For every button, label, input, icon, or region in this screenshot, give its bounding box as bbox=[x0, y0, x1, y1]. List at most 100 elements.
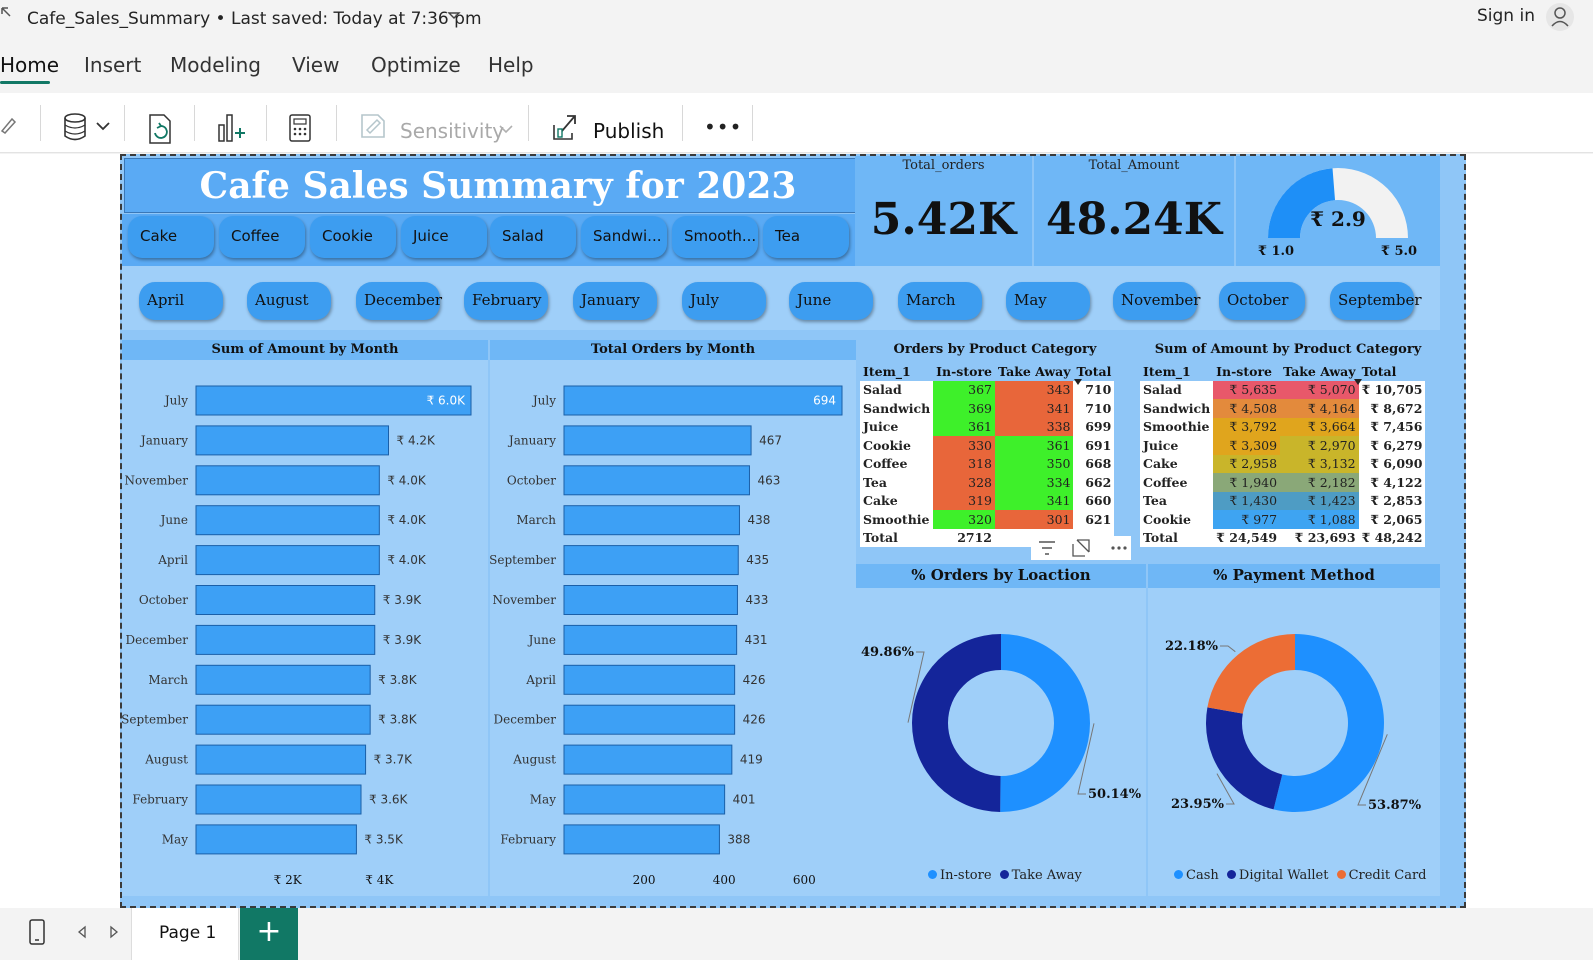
bar[interactable] bbox=[195, 465, 380, 496]
gauge-card[interactable]: ₹ 2.9 ₹ 1.0 ₹ 5.0 bbox=[1236, 156, 1440, 266]
column-header[interactable]: Item_1 bbox=[863, 363, 911, 379]
document-title[interactable]: Cafe_Sales_Summary • Last saved: Today a… bbox=[27, 9, 482, 29]
bar[interactable] bbox=[563, 425, 752, 456]
bar[interactable] bbox=[195, 784, 362, 815]
filter-icon[interactable] bbox=[1039, 541, 1055, 555]
back-arrow-icon[interactable] bbox=[0, 4, 14, 24]
slicer-product-smoothie[interactable]: Smooth... bbox=[672, 216, 758, 258]
bar[interactable] bbox=[563, 465, 750, 496]
new-visual-icon[interactable] bbox=[216, 111, 246, 145]
column-header[interactable]: In-store bbox=[1216, 363, 1272, 379]
bar[interactable] bbox=[195, 704, 371, 735]
bar[interactable] bbox=[195, 664, 371, 695]
sign-in-link[interactable]: Sign in bbox=[1477, 6, 1535, 26]
donut-slice[interactable] bbox=[1206, 707, 1283, 810]
more-icon[interactable] bbox=[1111, 546, 1115, 550]
prev-page-icon[interactable] bbox=[76, 925, 88, 939]
table-row[interactable]: Cake 319 341 660 bbox=[860, 491, 1115, 510]
payment-method-chart[interactable]: % Payment Method 53.87% 23.95% 22.18% Cash… bbox=[1148, 564, 1440, 896]
bar[interactable] bbox=[563, 744, 733, 775]
slicer-month-january[interactable]: January bbox=[573, 282, 657, 320]
bar[interactable] bbox=[563, 505, 740, 536]
slicer-month-august[interactable]: August bbox=[247, 282, 331, 320]
orders-by-month-chart[interactable]: Total Orders by Month July 694 January 467 O… bbox=[490, 340, 856, 896]
slicer-month-february[interactable]: February bbox=[464, 282, 548, 320]
bar[interactable] bbox=[195, 744, 367, 775]
slicer-month-april[interactable]: April bbox=[139, 282, 223, 320]
tab-optimize[interactable]: Optimize bbox=[371, 53, 461, 77]
orders-by-category-table[interactable]: Orders by Product Category Item_1 In-stor… bbox=[856, 340, 1134, 562]
table-row[interactable]: Tea 328 334 662 bbox=[860, 473, 1115, 492]
slicer-product-cake[interactable]: Cake bbox=[128, 216, 214, 258]
next-page-icon[interactable] bbox=[108, 925, 120, 939]
bar[interactable] bbox=[195, 425, 389, 456]
slicer-month-december[interactable]: December bbox=[356, 282, 442, 320]
column-header[interactable]: Take Away bbox=[997, 363, 1071, 379]
slicer-product-tea[interactable]: Tea bbox=[763, 216, 849, 258]
column-header[interactable]: Total bbox=[1361, 363, 1397, 379]
table-row[interactable]: Smoothie 320 301 621 bbox=[860, 510, 1115, 529]
table-row[interactable]: Cookie 330 361 691 bbox=[860, 436, 1115, 455]
table-row[interactable]: Coffee ₹ 1,940 ₹ 2,182 ₹ 4,122 bbox=[1140, 473, 1426, 492]
donut-slice[interactable] bbox=[1000, 634, 1091, 812]
column-header[interactable]: Total bbox=[1076, 363, 1112, 379]
tab-insert[interactable]: Insert bbox=[84, 53, 142, 77]
table-row[interactable]: Cake ₹ 2,958 ₹ 3,132 ₹ 6,090 bbox=[1140, 454, 1426, 473]
bar[interactable] bbox=[563, 704, 736, 735]
get-data-icon[interactable] bbox=[62, 113, 112, 143]
slicer-month-october[interactable]: October bbox=[1219, 282, 1305, 320]
table-row[interactable]: Sandwich ₹ 4,508 ₹ 4,164 ₹ 8,672 bbox=[1140, 399, 1426, 418]
amount-by-month-chart[interactable]: Sum of Amount by Month July ₹ 6.0K January… bbox=[122, 340, 488, 896]
format-painter-icon[interactable] bbox=[0, 113, 18, 135]
kpi-total-amount[interactable]: Total_Amount 48.24K bbox=[1034, 156, 1234, 266]
donut-slice[interactable] bbox=[912, 634, 1001, 812]
table-row[interactable]: Coffee 318 350 668 bbox=[860, 454, 1115, 473]
donut-slice[interactable] bbox=[1207, 634, 1295, 714]
bar[interactable] bbox=[195, 624, 376, 655]
bar[interactable] bbox=[563, 664, 736, 695]
table-total-row[interactable]: Total ₹ 24,549 ₹ 23,693 ₹ 48,242 bbox=[1140, 528, 1426, 547]
slicer-month-july[interactable]: July bbox=[682, 282, 766, 320]
slicer-month-november[interactable]: November bbox=[1113, 282, 1200, 320]
tab-home[interactable]: Home bbox=[0, 53, 60, 77]
slicer-month-may[interactable]: May bbox=[1006, 282, 1090, 320]
donut-slice[interactable] bbox=[1273, 634, 1384, 812]
add-page-button[interactable]: + bbox=[240, 908, 298, 960]
bar[interactable] bbox=[563, 624, 738, 655]
publish-button[interactable]: Publish bbox=[593, 119, 665, 143]
table-row[interactable]: Salad 367 343 710 bbox=[860, 380, 1115, 399]
more-options-button[interactable]: ••• bbox=[704, 115, 743, 139]
slicer-month-september[interactable]: September bbox=[1330, 282, 1422, 320]
page-tab[interactable]: Page 1 bbox=[131, 908, 239, 960]
bar[interactable] bbox=[195, 545, 380, 576]
table-row[interactable]: Smoothie ₹ 3,792 ₹ 3,664 ₹ 7,456 bbox=[1140, 417, 1426, 436]
bar[interactable] bbox=[563, 545, 739, 576]
orders-by-location-chart[interactable]: % Orders by Loaction 50.14% 49.86% In-sto… bbox=[856, 564, 1146, 896]
amount-by-category-table[interactable]: Sum of Amount by Product Category Item_1… bbox=[1136, 340, 1440, 562]
table-row[interactable]: Salad ₹ 5,635 ₹ 5,070 ₹ 10,705 bbox=[1140, 380, 1426, 399]
slicer-month-march[interactable]: March bbox=[898, 282, 982, 320]
slicer-product-salad[interactable]: Salad bbox=[490, 216, 576, 258]
user-avatar-icon[interactable] bbox=[1545, 2, 1575, 32]
slicer-month-june[interactable]: June bbox=[789, 282, 873, 320]
tab-view[interactable]: View bbox=[292, 53, 340, 77]
bar[interactable] bbox=[195, 824, 357, 855]
table-row[interactable]: Sandwich 369 341 710 bbox=[860, 399, 1115, 418]
kpi-total-orders[interactable]: Total_orders 5.42K bbox=[855, 156, 1032, 266]
mobile-layout-icon[interactable] bbox=[28, 918, 46, 946]
bar[interactable] bbox=[195, 585, 376, 615]
column-header[interactable]: Item_1 bbox=[1143, 363, 1191, 379]
chevron-down-icon[interactable] bbox=[446, 8, 462, 24]
bar[interactable] bbox=[563, 585, 738, 615]
slicer-product-juice[interactable]: Juice bbox=[401, 216, 487, 258]
column-header[interactable]: In-store bbox=[936, 363, 992, 379]
table-row[interactable]: Juice ₹ 3,309 ₹ 2,970 ₹ 6,279 bbox=[1140, 436, 1426, 455]
slicer-product-cookie[interactable]: Cookie bbox=[310, 216, 396, 258]
table-row[interactable]: Tea ₹ 1,430 ₹ 1,423 ₹ 2,853 bbox=[1140, 491, 1426, 510]
bar[interactable] bbox=[563, 385, 843, 416]
bar[interactable] bbox=[195, 505, 380, 536]
tab-help[interactable]: Help bbox=[488, 53, 534, 77]
sort-descending-icon[interactable] bbox=[1353, 378, 1363, 386]
refresh-icon[interactable] bbox=[146, 113, 176, 145]
table-row[interactable]: Cookie ₹ 977 ₹ 1,088 ₹ 2,065 bbox=[1140, 510, 1426, 529]
